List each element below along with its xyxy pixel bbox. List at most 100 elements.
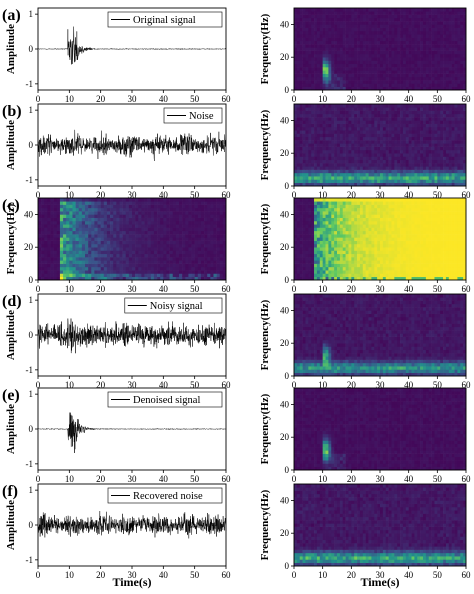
spectrogram-cell — [94, 243, 98, 248]
spectrogram-cell — [314, 57, 318, 61]
x-tick-label: 60 — [462, 190, 472, 200]
spectrogram-cell — [445, 149, 450, 154]
spectrogram-cell — [337, 104, 341, 108]
spectrogram-cell — [337, 113, 341, 118]
spectrogram-cell — [402, 24, 407, 28]
spectrogram-cell — [405, 11, 409, 15]
spectrogram-cell — [163, 198, 167, 202]
spectrogram-cell — [334, 60, 338, 65]
spectrogram-cell — [81, 250, 86, 255]
spectrogram-cell — [69, 207, 73, 212]
spectrogram-cell — [445, 117, 450, 121]
spectrogram-cell — [457, 113, 461, 118]
spectrogram-cell — [97, 263, 101, 268]
spectrogram-cell — [302, 247, 306, 251]
spectrogram-cell — [213, 257, 217, 261]
spectrogram-cell — [334, 8, 338, 12]
spectrogram-cell — [417, 21, 421, 25]
spectrogram-cell — [448, 143, 452, 147]
spectrogram-cell — [428, 34, 432, 38]
spectrogram-cell — [44, 257, 48, 261]
spectrogram-cell — [394, 104, 398, 108]
spectrogram-cell — [374, 120, 378, 124]
spectrogram-cell — [437, 113, 441, 118]
spectrogram-cell — [197, 227, 202, 232]
spectrogram-cell — [94, 220, 98, 225]
spectrogram-cell — [365, 8, 369, 12]
spectrogram-cell — [434, 50, 438, 55]
spectrogram-cell — [411, 83, 415, 88]
spectrogram-cell — [428, 117, 432, 121]
spectrogram-cell — [294, 243, 298, 248]
spectrogram-cell — [337, 179, 341, 184]
spectrogram-cell — [302, 110, 306, 115]
spectrogram-cell — [302, 17, 306, 22]
spectrogram-cell — [420, 104, 424, 108]
spectrogram-cell — [314, 182, 318, 187]
spectrogram-cell — [88, 257, 92, 261]
spectrogram-cell — [299, 217, 303, 222]
spectrogram-cell — [362, 27, 366, 32]
spectrogram-cell — [85, 240, 89, 245]
spectrogram-cell — [328, 159, 332, 164]
spectrogram-cell — [451, 146, 455, 151]
spectrogram-cell — [311, 27, 315, 32]
spectrogram-cell — [417, 70, 421, 74]
spectrogram-cell — [314, 204, 318, 209]
spectrogram-cell — [188, 220, 192, 225]
spectrogram-cell — [328, 260, 332, 264]
spectrogram-cell — [78, 250, 83, 255]
spectrogram-cell — [72, 224, 76, 228]
spectrogram-cell — [116, 217, 120, 222]
y-axis-1: -101 — [26, 105, 38, 185]
spectrogram-cell — [316, 176, 321, 180]
spectrogram-cell — [38, 234, 42, 238]
spectrogram-cell — [337, 166, 341, 170]
spectrogram-cell — [388, 44, 392, 48]
spectrogram-cell — [138, 211, 142, 215]
spectrogram-cell — [331, 86, 335, 91]
spectrogram-cell — [405, 57, 409, 61]
spectrogram-cell — [391, 182, 395, 187]
spectrogram-cell — [445, 53, 450, 58]
spectrogram-cell — [296, 143, 301, 147]
spectrogram-cell — [63, 211, 67, 215]
spectrogram-cell — [302, 273, 306, 278]
spectrogram-cell — [325, 260, 329, 264]
spectrogram-cell — [100, 243, 105, 248]
spectrogram-cell — [308, 204, 312, 209]
spectrogram-cell — [325, 214, 329, 218]
spectrogram-cell — [41, 260, 45, 264]
spectrogram-cell — [128, 270, 133, 274]
spectrogram-cell — [354, 169, 358, 174]
spectrogram-cell — [405, 133, 409, 138]
spectrogram-cell — [41, 273, 45, 278]
spectrogram-cell — [337, 70, 341, 74]
spectrogram-cell — [448, 172, 452, 177]
spectrogram-cell — [331, 21, 335, 25]
spectrogram-cell — [457, 14, 461, 19]
spectrogram-cell — [374, 149, 378, 154]
spectrogram-cell — [405, 50, 409, 55]
spectrogram-cell — [382, 179, 387, 184]
spectrogram-cell — [402, 169, 407, 174]
spectrogram-cell — [382, 63, 387, 68]
spectrogram-cell — [302, 11, 306, 15]
spectrogram-cell — [445, 179, 450, 184]
spectrogram-cell — [374, 123, 378, 128]
spectrogram-cell — [351, 30, 355, 35]
spectrogram-cell — [72, 270, 76, 274]
spectrogram-cell — [182, 211, 186, 215]
spectrogram-cell — [294, 57, 298, 61]
spectrogram-cell — [420, 163, 424, 167]
spectrogram-cell — [150, 230, 155, 235]
spectrogram-cell — [125, 201, 130, 205]
spectrogram-cell — [175, 198, 180, 202]
spectrogram-cell — [431, 110, 435, 115]
spectrogram-cell — [94, 217, 98, 222]
spectrogram-cell — [362, 104, 366, 108]
spectrogram-cell — [53, 214, 58, 218]
spectrogram-cell — [302, 86, 306, 91]
spectrogram-cell — [88, 234, 92, 238]
spectrogram-cell — [81, 253, 86, 258]
